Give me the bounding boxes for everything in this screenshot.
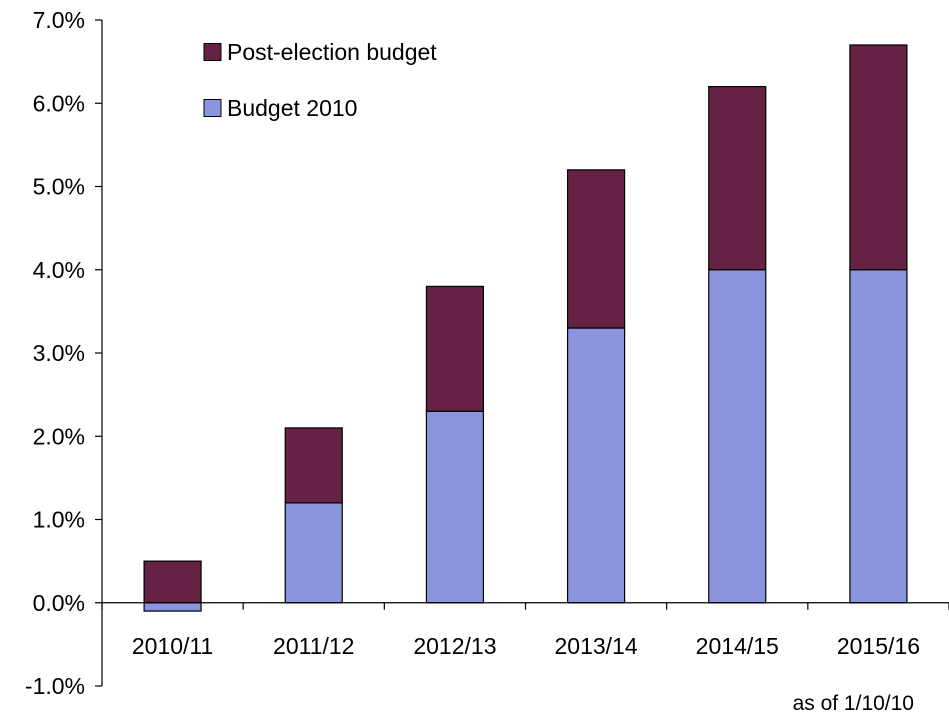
x-tick-label: 2014/15	[696, 633, 779, 659]
bar-post-election-budget-2013-14	[566, 169, 626, 329]
bar-post-election-budget-2011-12	[284, 427, 343, 504]
y-tick-label: 2.0%	[33, 423, 85, 449]
y-tick-label: -1.0%	[25, 673, 85, 699]
y-tick-label: 0.0%	[33, 590, 85, 616]
legend: Post-election budget Budget 2010	[203, 39, 437, 121]
bar-budget-2010-2014-15	[708, 269, 767, 604]
legend-label-post-election-budget: Post-election budget	[227, 39, 437, 65]
x-tick-label: 2013/14	[555, 633, 638, 659]
y-tick-label: 5.0%	[33, 174, 85, 200]
x-tick-label: 2010/11	[132, 633, 213, 659]
chart-annotation: as of 1/10/10	[793, 692, 914, 715]
bar-budget-2010-2015-16	[849, 269, 908, 604]
legend-swatch-budget-2010	[203, 99, 222, 117]
bar-post-election-budget-2015-16	[849, 44, 908, 271]
y-tick-label: 4.0%	[33, 257, 85, 283]
y-tick-label: 1.0%	[33, 507, 85, 533]
y-tick-label: 3.0%	[33, 340, 85, 366]
y-tick-label: 7.0%	[33, 7, 85, 33]
legend-label-budget-2010: Budget 2010	[227, 95, 357, 121]
x-tick-label: 2015/16	[837, 633, 920, 659]
bars-layer	[143, 44, 908, 612]
bar-post-election-budget-2012-13	[425, 285, 485, 412]
bar-budget-2010-2011-12	[284, 502, 343, 604]
bar-post-election-budget-2010-11	[143, 560, 202, 604]
x-tick-label: 2011/12	[273, 633, 354, 659]
y-tick-label: 6.0%	[33, 90, 85, 116]
x-tick-label: 2012/13	[413, 633, 496, 659]
bar-budget-2010-2012-13	[425, 410, 485, 604]
bar-post-election-budget-2014-15	[708, 85, 767, 271]
bar-budget-2010-2010-11	[143, 602, 202, 612]
legend-swatch-post-election-budget	[203, 43, 222, 61]
bar-budget-2010-2013-14	[566, 327, 626, 604]
axes-layer: -1.0% 0.0% 1.0% 2.0% 3.0% 4.0% 5.0% 6.0% 7.0% 201…	[25, 7, 949, 699]
